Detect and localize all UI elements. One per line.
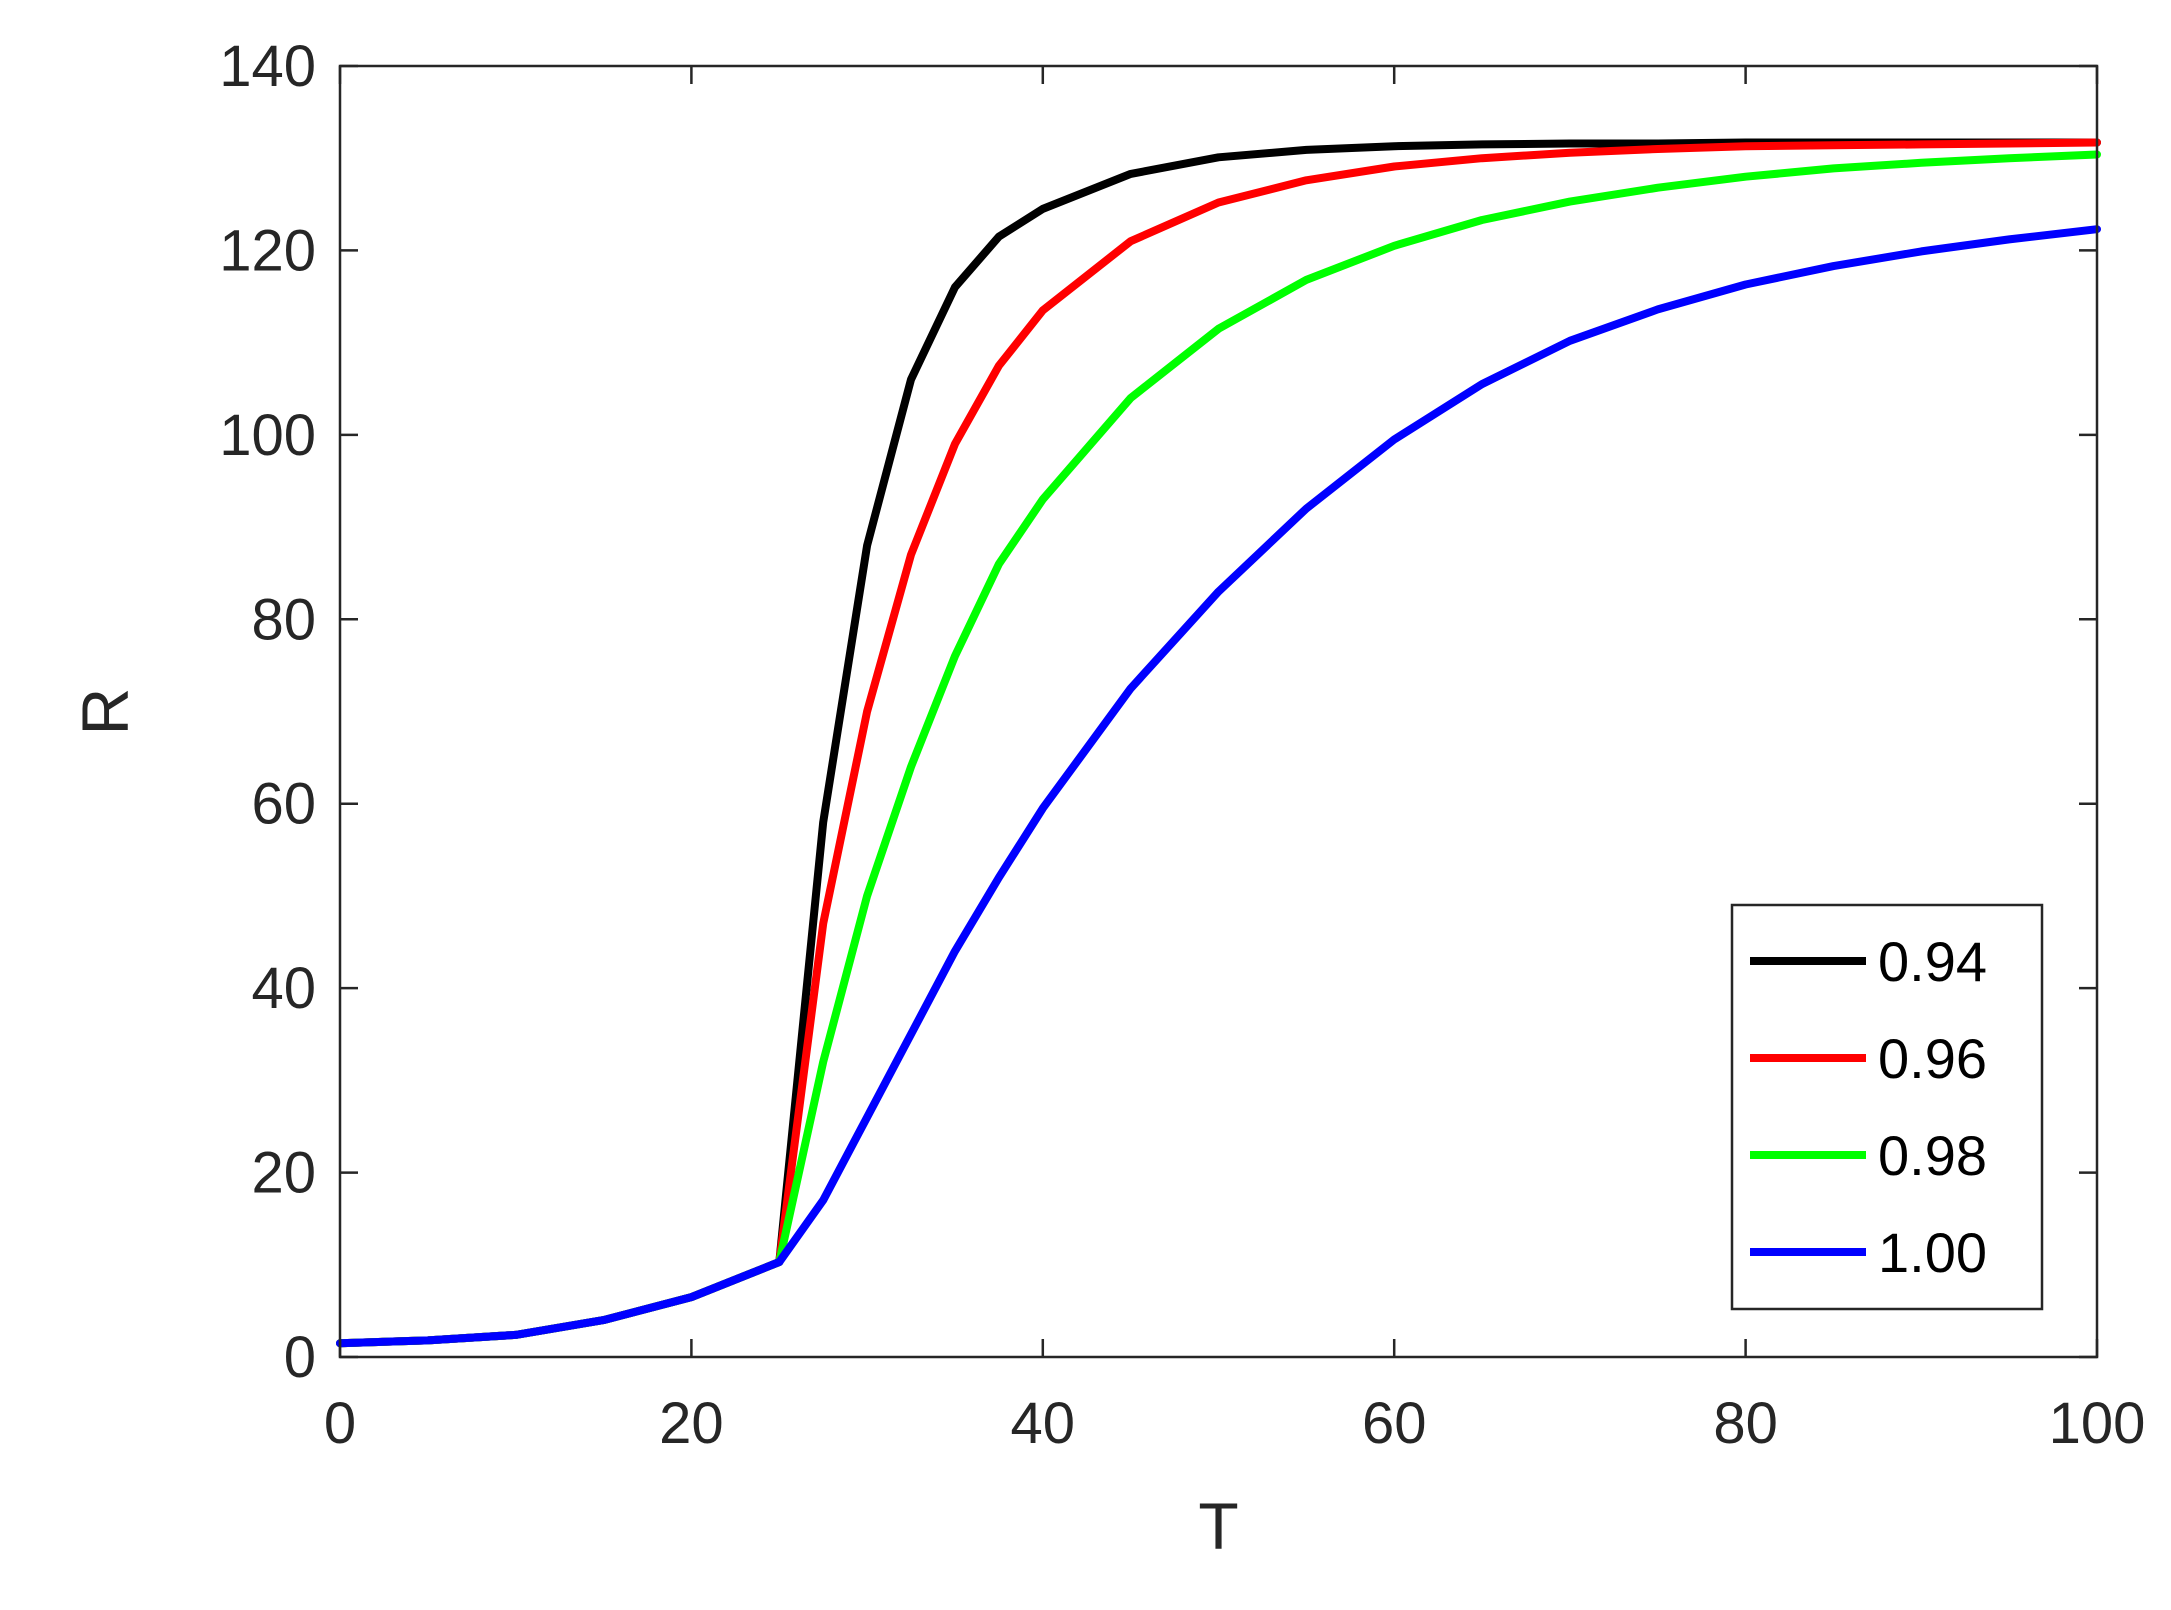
series-line-3 (336, 225, 2101, 1348)
y-tick-label: 20 (251, 1141, 316, 1206)
x-axis-label: T (1198, 1489, 1238, 1563)
x-tick-label: 20 (659, 1391, 724, 1456)
legend: 0.94 0.96 0.98 1.00 (1730, 903, 2044, 1311)
y-tick-label: 80 (251, 587, 316, 652)
legend-label: 0.94 (1878, 930, 1987, 993)
y-tick-label: 100 (219, 403, 316, 468)
legend-label: 0.98 (1878, 1124, 1987, 1187)
y-tick-label: 120 (219, 218, 316, 283)
legend-label: 0.96 (1878, 1027, 1987, 1090)
y-tick-label: 60 (251, 772, 316, 837)
x-tick-label: 60 (1362, 1391, 1427, 1456)
x-tick-label: 100 (2049, 1391, 2146, 1456)
y-tick-label: 140 (219, 34, 316, 99)
y-tick-label: 0 (284, 1325, 316, 1390)
ticks-layer: 0 20 40 60 80 100 0 20 40 60 80 100 120 140 (219, 34, 2145, 1456)
y-axis-label: R (68, 688, 142, 736)
series-layer (336, 138, 2101, 1348)
axes-frame (338, 64, 2099, 1359)
legend-label: 1.00 (1878, 1221, 1987, 1284)
x-tick-label: 40 (1011, 1391, 1076, 1456)
x-tick-label: 0 (324, 1391, 356, 1456)
y-tick-label: 40 (251, 956, 316, 1021)
x-tick-label: 80 (1713, 1391, 1778, 1456)
legend-box (1730, 903, 2044, 1311)
